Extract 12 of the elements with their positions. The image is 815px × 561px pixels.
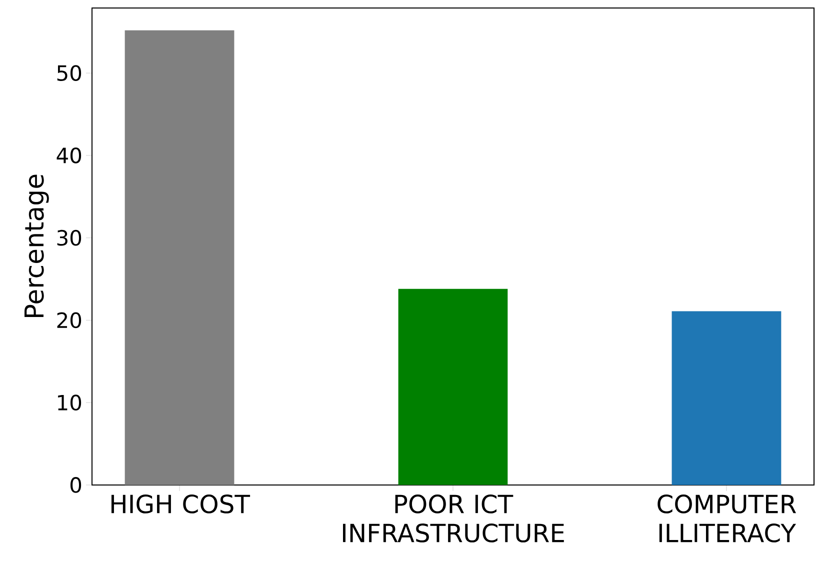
- x-tick-label: HIGH COST: [111, 494, 250, 514]
- y-tick-label: 20: [57, 312, 82, 328]
- y-tick-label: 30: [57, 230, 82, 246]
- y-tick-label: 40: [56, 148, 82, 164]
- y-tick-label: 50: [57, 65, 82, 82]
- y-axis-title: Percentage: [24, 174, 49, 318]
- bar: [398, 288, 508, 485]
- bar: [672, 311, 782, 485]
- y-tick-label: 10: [58, 394, 82, 411]
- x-tick-label: COMPUTER ILLITERACY: [658, 494, 796, 542]
- x-tick-label: POOR ICT INFRASTRUCTURE: [342, 494, 564, 542]
- y-tick-label: 0: [70, 477, 82, 493]
